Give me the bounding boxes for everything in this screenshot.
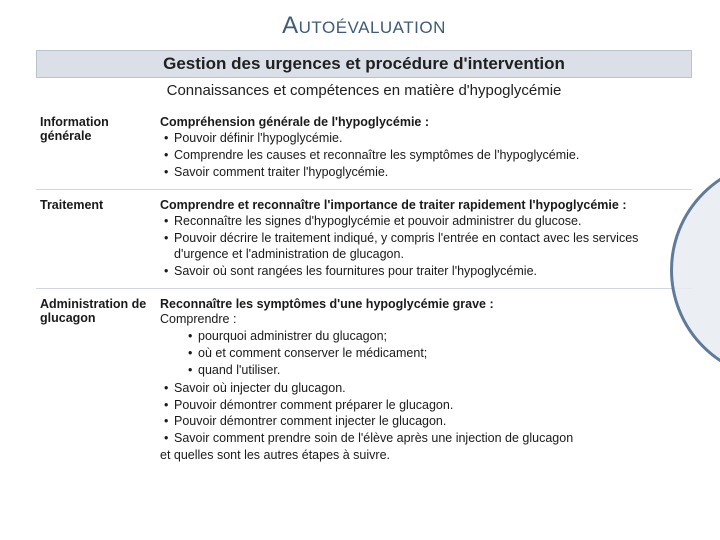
- bullet-list: Pouvoir définir l'hypoglycémie. Comprend…: [160, 130, 686, 181]
- row-content: Comprendre et reconnaître l'importance d…: [156, 189, 692, 289]
- list-item: où et comment conserver le médicament;: [188, 345, 686, 362]
- row-content: Compréhension générale de l'hypoglycémie…: [156, 107, 692, 189]
- row-heading: Reconnaître les symptômes d'une hypoglyc…: [160, 297, 686, 311]
- list-item: Savoir comment prendre soin de l'élève a…: [164, 430, 686, 447]
- page-title: Autoévaluation: [36, 12, 692, 40]
- content-table: Information générale Compréhension génér…: [36, 107, 692, 472]
- list-item: Savoir où sont rangées les fournitures p…: [164, 263, 686, 280]
- list-item: Pouvoir démontrer comment injecter le gl…: [164, 413, 686, 430]
- slide: Autoévaluation Gestion des urgences et p…: [0, 0, 720, 540]
- subtitle-secondary: Connaissances et compétences en matière …: [36, 78, 692, 107]
- list-item: Pouvoir définir l'hypoglycémie.: [164, 130, 686, 147]
- row-label: Information générale: [36, 107, 156, 189]
- row-label: Traitement: [36, 189, 156, 289]
- table-row: Information générale Compréhension génér…: [36, 107, 692, 189]
- row-pretext: Comprendre :: [160, 311, 686, 328]
- table-row: Traitement Comprendre et reconnaître l'i…: [36, 189, 692, 289]
- list-item: Reconnaître les signes d'hypoglycémie et…: [164, 213, 686, 230]
- list-item: Pouvoir démontrer comment préparer le gl…: [164, 397, 686, 414]
- list-item: pourquoi administrer du glucagon;: [188, 328, 686, 345]
- bullet-list: Reconnaître les signes d'hypoglycémie et…: [160, 213, 686, 281]
- row-label: Administration de glucagon: [36, 289, 156, 472]
- subtitle-bar: Gestion des urgences et procédure d'inte…: [36, 50, 692, 78]
- bullet-list: Savoir où injecter du glucagon. Pouvoir …: [160, 380, 686, 448]
- row-heading: Comprendre et reconnaître l'importance d…: [160, 198, 686, 212]
- list-item: Savoir où injecter du glucagon.: [164, 380, 686, 397]
- row-heading: Compréhension générale de l'hypoglycémie…: [160, 115, 686, 129]
- table-row: Administration de glucagon Reconnaître l…: [36, 289, 692, 472]
- list-item: Comprendre les causes et reconnaître les…: [164, 147, 686, 164]
- row-content: Reconnaître les symptômes d'une hypoglyc…: [156, 289, 692, 472]
- row-posttext: et quelles sont les autres étapes à suiv…: [160, 447, 686, 464]
- list-item: Savoir comment traiter l'hypoglycémie.: [164, 164, 686, 181]
- list-item: Pouvoir décrire le traitement indiqué, y…: [164, 230, 686, 264]
- list-item: quand l'utiliser.: [188, 362, 686, 379]
- sub-bullet-list: pourquoi administrer du glucagon; où et …: [160, 328, 686, 379]
